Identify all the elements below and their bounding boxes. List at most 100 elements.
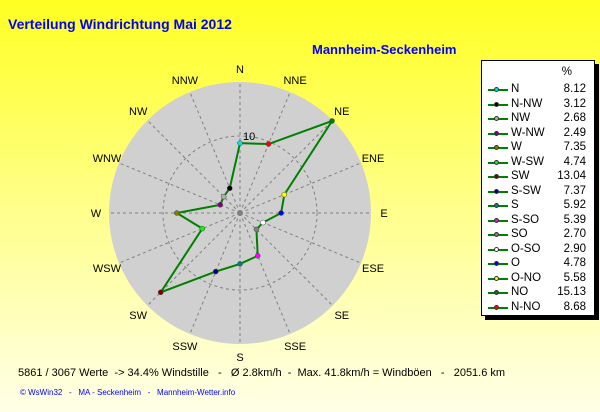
legend-name: N: [511, 83, 520, 95]
legend-item: S-SW 7.37: [482, 185, 594, 199]
point-O: [278, 210, 284, 216]
legend-item: N-NO 8.68: [482, 301, 594, 315]
spoke-NNW: [189, 91, 241, 214]
legend-value: 2.68: [563, 112, 586, 124]
legend-name: N-NO: [511, 300, 541, 313]
legend-item: O-SO 2.90: [482, 243, 594, 257]
ring-label: 10: [243, 131, 255, 143]
spoke-WSW: [118, 212, 241, 264]
legend-value: 2.49: [563, 126, 586, 139]
direction-label-NW: NW: [129, 106, 148, 118]
stats-footer: 5861 / 3067 Werte -> 34.4% Windstille - …: [18, 367, 506, 379]
legend-marker-icon: [494, 87, 499, 92]
point-S-SW: [212, 268, 219, 275]
legend-name: NW: [511, 112, 531, 124]
point-N-NW: [226, 185, 233, 191]
legend-name: SO: [511, 228, 528, 240]
legend-name: O-SO: [511, 242, 541, 255]
point-SO: [253, 226, 260, 233]
legend-value: 8.68: [563, 300, 586, 313]
direction-label-SSW: SSW: [172, 341, 198, 353]
legend-marker-icon: [494, 304, 499, 310]
legend-value: 2.70: [563, 228, 586, 240]
legend-item: N 8.12: [482, 83, 594, 97]
spoke-SE: [239, 212, 333, 306]
point-NO: [329, 118, 335, 124]
direction-label-SW: SW: [129, 310, 147, 322]
point-SW: [157, 289, 164, 296]
legend-name: O-NO: [511, 271, 542, 284]
spoke-WNW: [118, 162, 241, 214]
spoke-NE: [239, 120, 333, 214]
ring-10: [162, 135, 318, 291]
legend-name: S: [511, 199, 519, 211]
spoke-SSW: [189, 212, 241, 335]
legend-name: S-SO: [511, 213, 540, 226]
point-W-NW: [217, 202, 223, 208]
point-N: [237, 140, 243, 146]
legend-item: W-SW 4.74: [482, 156, 594, 170]
direction-label-NNE: NNE: [283, 75, 306, 87]
legend-marker-icon: [494, 159, 499, 165]
legend-item: SO 2.70: [482, 228, 594, 242]
legend-value: 15.13: [557, 286, 586, 298]
legend-item: O-NO 5.58: [482, 272, 594, 286]
point-W: [174, 210, 180, 216]
legend-name: N-NW: [511, 97, 543, 110]
legend-marker-icon: [494, 203, 499, 208]
legend-item: W-NW 2.49: [482, 127, 594, 141]
legend-marker-icon: [494, 217, 499, 223]
point-O-SO: [260, 219, 266, 226]
direction-label-SSE: SSE: [284, 341, 306, 353]
legend-name: S-SW: [511, 184, 542, 197]
point-S-SO: [254, 253, 261, 259]
point-S: [237, 261, 243, 267]
legend-marker-icon: [494, 145, 499, 150]
legend-item: N-NW 3.12: [482, 98, 594, 112]
legend-marker-icon: [494, 275, 499, 281]
credit-line: © WsWin32 - MA - Seckenheim - Mannheim-W…: [20, 388, 236, 397]
legend-name: W-NW: [511, 126, 545, 139]
legend-value: 2.90: [563, 242, 586, 255]
point-N-NO: [265, 141, 272, 147]
point-O-NO: [281, 191, 288, 198]
legend-item: O 4.78: [482, 257, 594, 271]
legend-marker-icon: [494, 130, 499, 136]
legend-marker-icon: [494, 116, 499, 121]
legend-marker-icon: [494, 101, 499, 107]
legend-value: 13.04: [557, 170, 586, 182]
legend-item: NW 2.68: [482, 112, 594, 126]
legend-marker-icon: [494, 261, 499, 266]
direction-label-SE: SE: [334, 310, 349, 322]
legend-marker-icon: [494, 232, 499, 237]
legend-marker-icon: [494, 174, 499, 179]
legend-marker-icon: [494, 188, 499, 194]
direction-label-WSW: WSW: [93, 263, 122, 275]
direction-label-WNW: WNW: [93, 153, 122, 165]
legend-value: 5.92: [563, 199, 586, 211]
legend-marker-icon: [494, 246, 499, 252]
legend-value: 4.78: [563, 257, 586, 269]
direction-label-N: N: [236, 64, 244, 76]
legend-marker-icon: [494, 290, 499, 295]
legend-name: W: [511, 141, 522, 153]
legend-value: 5.58: [563, 271, 586, 284]
spoke-SSE: [239, 212, 291, 335]
spoke-NW: [147, 120, 241, 214]
legend-name: NO: [511, 286, 529, 298]
direction-label-ESE: ESE: [362, 263, 384, 275]
point-W-SW: [199, 225, 206, 232]
direction-label-E: E: [380, 208, 387, 220]
legend-header: %: [561, 66, 572, 78]
legend-name: SW: [511, 170, 530, 182]
legend-value: 7.37: [563, 184, 586, 197]
legend-value: 3.12: [563, 97, 586, 110]
direction-label-ENE: ENE: [362, 153, 385, 165]
legend-name: W-SW: [511, 155, 545, 168]
legend-item: W 7.35: [482, 141, 594, 155]
spoke-ESE: [239, 212, 362, 264]
legend-value: 4.74: [563, 155, 586, 168]
legend-item: NO 15.13: [482, 286, 594, 300]
